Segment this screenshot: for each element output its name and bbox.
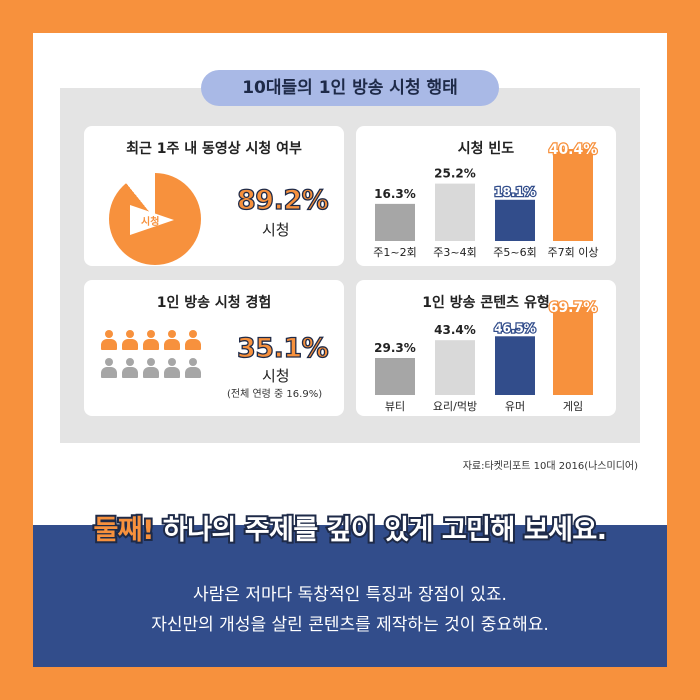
category-label: 주5~6회 <box>493 246 536 259</box>
content-chart: 29.3% 뷰티 43.4% 요리/먹방 46.5% 유머 69.7% 게임 <box>374 299 598 413</box>
bar <box>495 336 535 395</box>
category-label: 유머 <box>505 400 525 413</box>
value-label: 46.5% <box>494 321 536 335</box>
category-label: 주7회 이상 <box>548 246 599 259</box>
bar <box>495 199 535 241</box>
category-label: 뷰티 <box>385 400 405 413</box>
value-label: 69.7% <box>549 300 598 316</box>
content-title: 1인 방송 콘텐츠 유형 <box>422 295 550 311</box>
value-label: 16.3% <box>374 187 416 201</box>
person-icon <box>100 358 118 380</box>
body-line-1: 사람은 저마다 독창적인 특징과 장점이 있죠. <box>193 585 507 605</box>
category-label: 주3~4회 <box>433 246 476 259</box>
bar <box>375 203 415 241</box>
bar <box>435 340 475 395</box>
watch-caption: 시청 <box>262 221 290 239</box>
value-label: 43.4% <box>434 323 476 337</box>
person-icon <box>163 330 181 352</box>
category-label: 게임 <box>563 400 583 413</box>
frequency-chart: 16.3% 주1~2회 25.2% 주3~4회 18.1% 주5~6회 40.4% 주7회 이… <box>373 141 599 259</box>
person-icon <box>142 358 160 380</box>
play-label: 시청 <box>141 217 160 228</box>
experience-percent: 35.1% <box>236 332 329 364</box>
category-label: 주1~2회 <box>373 246 416 259</box>
person-icon <box>121 358 139 380</box>
experience-caption: 시청 <box>262 367 290 385</box>
value-label: 40.4% <box>549 142 598 158</box>
experience-title: 1인 방송 시청 경험 <box>156 295 272 311</box>
body-line-2: 자신만의 개성을 살린 콘텐츠를 제작하는 것이 중요해요. <box>151 615 549 635</box>
watch-percent: 89.2% <box>236 184 329 216</box>
experience-note: (전체 연령 중 16.9%) <box>227 389 323 400</box>
bar <box>435 183 475 241</box>
source-note: 자료:타켓리포트 10대 2016(나스미디어) <box>462 461 638 472</box>
watch-title: 최근 1주 내 동영상 시청 여부 <box>126 141 302 157</box>
person-icon <box>184 358 202 380</box>
frequency-title: 시청 빈도 <box>457 141 515 157</box>
headline: 둘째! 하나의 주제를 깊이 있게 고민해 보세요. <box>0 508 700 548</box>
person-icon <box>142 330 160 352</box>
bar <box>375 358 415 395</box>
bar <box>553 307 593 395</box>
page-title: 10대들의 1인 방송 시청 행태 <box>201 70 499 106</box>
category-label: 요리/먹방 <box>433 400 477 413</box>
value-label: 18.1% <box>494 185 536 199</box>
person-icon <box>184 330 202 352</box>
bottom-band <box>33 525 667 667</box>
value-label: 25.2% <box>434 167 476 181</box>
person-icon <box>163 358 181 380</box>
person-icon <box>121 330 139 352</box>
bar <box>553 149 593 241</box>
headline-accent: 둘째! <box>91 513 156 548</box>
play-icon <box>130 205 174 235</box>
value-label: 29.3% <box>374 341 416 355</box>
person-icon <box>100 330 118 352</box>
headline-rest: 하나의 주제를 깊이 있게 고민해 보세요. <box>153 513 609 548</box>
